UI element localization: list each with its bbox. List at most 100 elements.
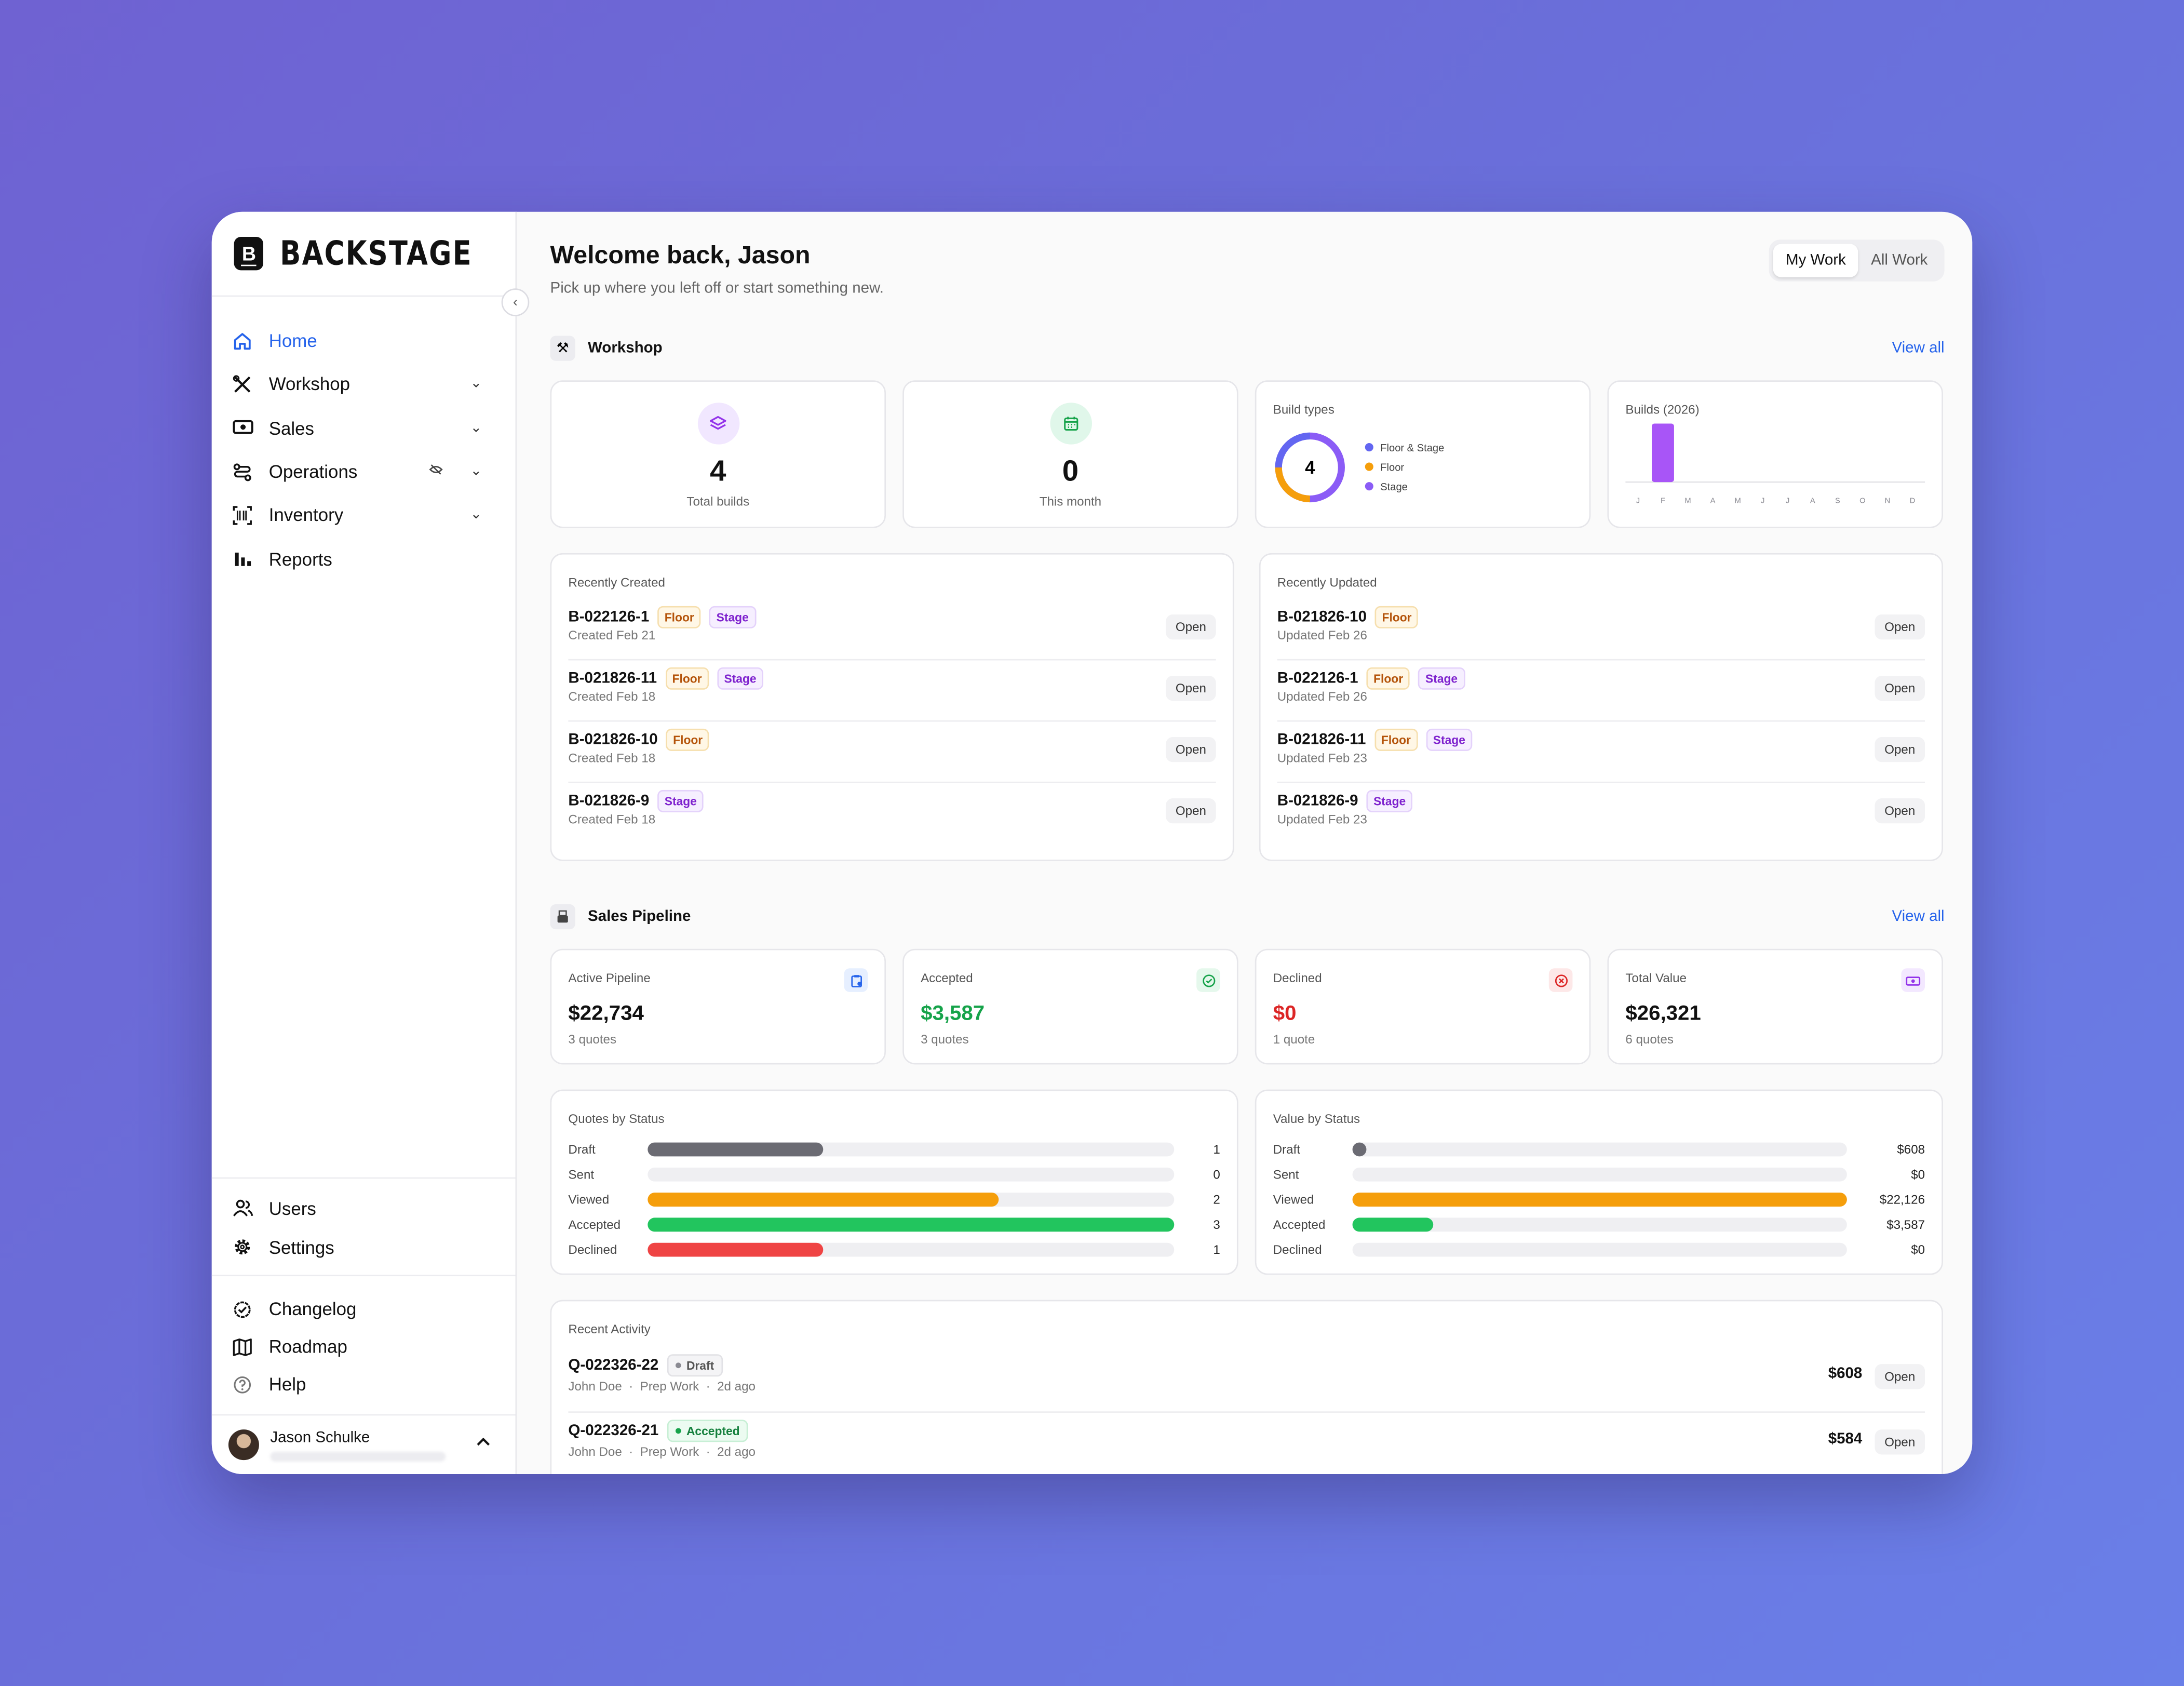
build-id-text[interactable]: B-022126-1 — [1277, 670, 1358, 687]
build-type-tag: Floor — [666, 728, 710, 751]
open-button[interactable]: Open — [1875, 1429, 1925, 1455]
eye-off-icon[interactable] — [429, 463, 443, 481]
all-work-tab[interactable]: All Work — [1871, 252, 1928, 269]
user-email-redacted — [270, 1451, 446, 1461]
avatar — [228, 1429, 259, 1461]
list-item[interactable]: B-021826-11 Floor Stage Created Feb 18 Open — [568, 659, 1216, 722]
sidebar-item-settings[interactable]: Settings — [212, 1227, 516, 1266]
user-menu[interactable]: Jason Schulke — [212, 1415, 516, 1474]
status-value: 1 — [1213, 1242, 1220, 1256]
list-item[interactable]: B-022126-1 Floor Stage Created Feb 21 Open — [568, 598, 1216, 661]
sales-card-count: 3 quotes — [568, 1032, 617, 1047]
bar-track — [1352, 1142, 1847, 1156]
quote-id: Q-022326-22 Draft — [568, 1354, 723, 1377]
build-id-text[interactable]: B-022126-1 — [568, 609, 650, 626]
status-value: $3,587 — [1886, 1217, 1925, 1231]
build-date: Updated Feb 26 — [1277, 628, 1367, 643]
build-type-tag: Floor — [1375, 606, 1419, 628]
chevron-up-icon[interactable] — [476, 1435, 490, 1451]
chevron-down-icon[interactable]: ⌄ — [470, 507, 482, 523]
chevron-down-icon[interactable]: ⌄ — [470, 420, 482, 436]
tools-icon: ⚒ — [550, 336, 575, 361]
primary-nav: Home Workshop ⌄ Sales ⌄ — [212, 297, 516, 581]
open-button[interactable]: Open — [1166, 798, 1216, 824]
sidebar-item-workshop[interactable]: Workshop ⌄ — [212, 363, 516, 406]
sidebar-item-home[interactable]: Home — [212, 319, 516, 363]
open-button[interactable]: Open — [1166, 737, 1216, 762]
bar-track — [648, 1242, 1175, 1256]
sidebar-item-label: Settings — [268, 1236, 334, 1257]
activity-row[interactable]: Q-022326-21 Accepted John Doe · Prep Work … — [568, 1411, 1925, 1474]
x-tick-label: N — [1885, 497, 1891, 505]
open-button[interactable]: Open — [1875, 614, 1925, 640]
build-type-tag: Stage — [717, 667, 763, 690]
build-id: B-021826-11 Floor Stage — [568, 667, 763, 690]
build-id-text[interactable]: B-021826-11 — [1277, 731, 1366, 748]
sales-card-label: Active Pipeline — [568, 971, 651, 985]
chevron-down-icon[interactable]: ⌄ — [470, 464, 482, 479]
build-id-text[interactable]: B-021826-9 — [568, 793, 650, 810]
sales-view-all-link[interactable]: View all — [1892, 908, 1945, 926]
my-work-tab[interactable]: My Work — [1773, 244, 1858, 277]
list-item[interactable]: B-022126-1 Floor Stage Updated Feb 26 Open — [1277, 659, 1925, 722]
status-value: 1 — [1213, 1142, 1220, 1156]
recent-activity-title: Recent Activity — [568, 1322, 651, 1336]
list-item[interactable]: B-021826-10 Floor Updated Feb 26 Open — [1277, 598, 1925, 661]
activity-row[interactable]: Q-022326-22 Draft John Doe · Prep Work · 2… — [568, 1346, 1925, 1413]
admin-nav: Users Settings — [212, 1179, 516, 1275]
sales-card-label: Total Value — [1625, 971, 1687, 985]
app-window: B BACKSTAGE ‹ Home Workshop ⌄ — [211, 211, 1973, 1474]
open-button[interactable]: Open — [1875, 737, 1925, 762]
x-tick-label: J — [1761, 497, 1764, 505]
quote-id-text[interactable]: Q-022326-21 — [568, 1422, 659, 1439]
sidebar-item-sales[interactable]: Sales ⌄ — [212, 406, 516, 450]
chevron-down-icon[interactable]: ⌄ — [470, 377, 482, 392]
clipboard-icon — [844, 968, 868, 992]
open-button[interactable]: Open — [1875, 1364, 1925, 1389]
list-item[interactable]: B-021826-9 Stage Updated Feb 23 Open — [1277, 782, 1925, 843]
build-id-text[interactable]: B-021826-10 — [1277, 609, 1367, 626]
sidebar-item-label: Inventory — [268, 504, 344, 526]
status-label: Draft — [1273, 1142, 1301, 1156]
status-label: Sent — [568, 1167, 595, 1181]
sidebar-item-help[interactable]: Help — [212, 1366, 516, 1403]
home-icon — [231, 330, 253, 352]
open-button[interactable]: Open — [1166, 614, 1216, 640]
status-value: 3 — [1213, 1217, 1220, 1231]
collapse-sidebar-button[interactable]: ‹ — [501, 288, 530, 316]
open-button[interactable]: Open — [1166, 675, 1216, 701]
sidebar-item-operations[interactable]: Operations ⌄ — [212, 450, 516, 493]
build-date: Created Feb 18 — [568, 751, 656, 765]
bar-track — [648, 1142, 1175, 1156]
sidebar-item-reports[interactable]: Reports — [212, 537, 516, 581]
sidebar-item-users[interactable]: Users — [212, 1188, 516, 1227]
user-name: Jason Schulke — [270, 1428, 370, 1446]
activity-meta: John Doe · Prep Work · 2d ago — [568, 1379, 756, 1394]
build-id-text[interactable]: B-021826-10 — [568, 731, 658, 748]
status-bar-row: Draft $608 — [1273, 1140, 1925, 1158]
bar-track — [648, 1217, 1175, 1231]
value-by-status-title: Value by Status — [1273, 1112, 1360, 1126]
build-type-tag: Floor — [1366, 667, 1410, 690]
brand-name: BACKSTAGE — [280, 234, 474, 273]
open-button[interactable]: Open — [1875, 798, 1925, 824]
list-item[interactable]: B-021826-10 Floor Created Feb 18 Open — [568, 720, 1216, 783]
this-month-card: 0 This month — [902, 380, 1238, 528]
list-item[interactable]: B-021826-9 Stage Created Feb 18 Open — [568, 782, 1216, 843]
build-id-text[interactable]: B-021826-9 — [1277, 793, 1358, 810]
list-item[interactable]: B-021826-11 Floor Stage Updated Feb 23 Open — [1277, 720, 1925, 783]
legend-item: Stage — [1365, 476, 1445, 496]
workshop-view-all-link[interactable]: View all — [1892, 340, 1945, 357]
open-button[interactable]: Open — [1875, 675, 1925, 701]
sidebar-item-inventory[interactable]: Inventory ⌄ — [212, 493, 516, 537]
sidebar-item-roadmap[interactable]: Roadmap — [212, 1328, 516, 1365]
status-value: 2 — [1213, 1192, 1220, 1206]
quotes-by-status-title: Quotes by Status — [568, 1112, 665, 1126]
build-id-text[interactable]: B-021826-11 — [568, 670, 657, 687]
quote-id-text[interactable]: Q-022326-22 — [568, 1357, 659, 1374]
sidebar-item-changelog[interactable]: Changelog — [212, 1290, 516, 1328]
build-id: B-021826-11 Floor Stage — [1277, 728, 1473, 751]
status-label: Viewed — [1273, 1192, 1314, 1206]
brand[interactable]: B BACKSTAGE — [211, 212, 516, 297]
sales-card-active-pipeline: Active Pipeline $22,734 3 quotes — [550, 948, 886, 1065]
